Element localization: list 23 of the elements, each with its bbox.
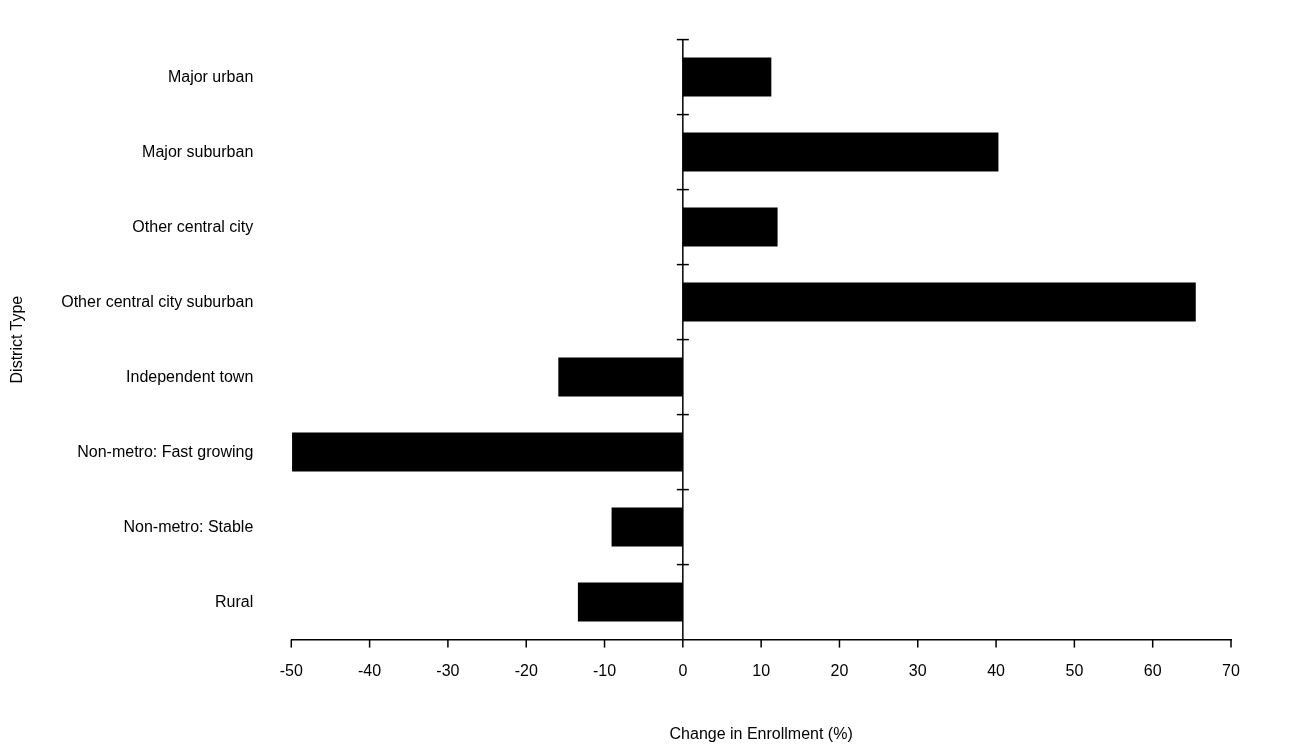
x-tick-label: -40 xyxy=(358,661,382,679)
y-tick-label: Major suburban xyxy=(142,142,254,160)
x-tick-label: -20 xyxy=(514,661,538,679)
y-tick-label: Independent town xyxy=(126,367,254,385)
x-tick-label: 40 xyxy=(987,661,1006,679)
x-tick-label: -30 xyxy=(436,661,460,679)
x-tick-label: 60 xyxy=(1143,661,1162,679)
y-tick-label: Other central city xyxy=(132,217,254,235)
x-tick-label: 10 xyxy=(752,661,771,679)
x-tick-label: 70 xyxy=(1222,661,1240,679)
y-tick-label: Non-metro: Stable xyxy=(123,517,254,535)
x-tick-label: 50 xyxy=(1065,661,1084,679)
y-tick-label: Rural xyxy=(215,592,254,610)
x-tick-label: 30 xyxy=(908,661,927,679)
x-tick-label: 20 xyxy=(830,661,849,679)
y-tick-label: Non-metro: Fast growing xyxy=(77,442,254,460)
x-axis-title: Change in Enrollment (%) xyxy=(669,724,853,742)
x-tick-label: 0 xyxy=(678,661,688,679)
x-tick-label: -50 xyxy=(279,661,303,679)
y-axis-title: District Type xyxy=(8,295,26,384)
y-tick-label: Other central city suburban xyxy=(61,292,254,310)
y-tick-label: Major urban xyxy=(167,67,254,85)
x-tick-label: -10 xyxy=(592,661,617,679)
